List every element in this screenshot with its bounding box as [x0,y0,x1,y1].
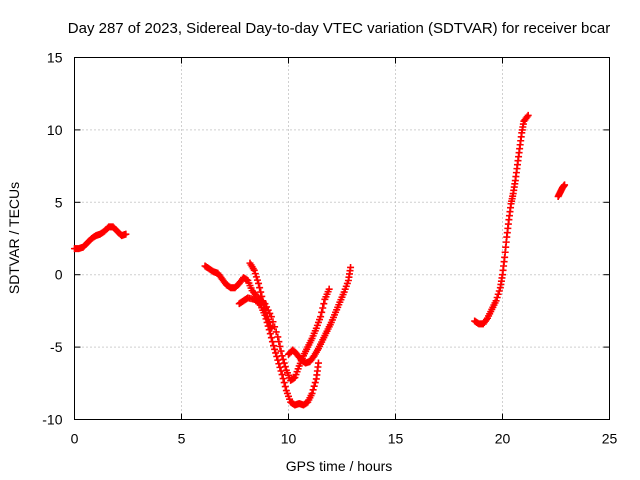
data-point [523,113,531,121]
grid-lines [74,57,610,420]
data-point [267,334,275,342]
data-point [274,333,282,341]
data-point [314,359,322,367]
data-point [273,353,281,361]
data-point [325,285,333,293]
data-point [258,292,266,300]
data-point [257,288,265,296]
series-track-1 [71,223,130,253]
y-tick-label: 0 [55,267,63,283]
y-tick-label: 15 [47,50,63,66]
data-point [267,324,275,332]
data-point [261,305,269,313]
data-point [122,230,130,238]
y-tick-label: -10 [42,412,62,428]
data-point [561,181,569,189]
series-track-7 [554,181,569,201]
data-point [494,290,502,298]
data-points [71,111,569,409]
data-point [278,371,286,379]
x-tick-label: 5 [178,431,186,447]
series-track-6 [471,111,532,328]
data-point [271,323,279,331]
data-point [310,382,318,390]
data-point [320,300,328,308]
data-point [250,266,258,274]
data-point [274,356,282,364]
series-track-4 [246,259,275,332]
data-point [275,338,283,346]
x-tick-label: 15 [388,431,404,447]
plot-frame [74,57,610,420]
data-point [309,386,317,394]
x-tick-label: 25 [602,431,618,447]
data-point [319,304,327,312]
data-point [347,263,355,271]
data-point [482,316,490,324]
data-point [260,301,268,309]
data-point [275,360,283,368]
data-point [277,367,285,375]
y-tick-label: -5 [50,339,63,355]
chart-title: Day 287 of 2023, Sidereal Day-to-day VTE… [68,20,610,37]
data-point [311,379,319,387]
data-point [266,330,274,338]
data-point [277,347,285,355]
x-tick-label: 20 [495,431,511,447]
data-point [268,338,276,346]
y-tick-label: 5 [55,194,63,210]
data-point [317,313,325,321]
data-point [262,309,270,317]
data-point [276,342,284,350]
data-point [271,345,279,353]
data-point [255,279,263,287]
data-point [493,294,501,302]
series-track-3 [235,294,322,409]
x-tick-label: 10 [281,431,297,447]
data-point [272,328,280,336]
data-point [524,111,532,119]
data-point [272,349,280,357]
data-point [256,284,264,292]
axis-ticks: 0 5 10 15 20 25 -10 -5 0 5 10 15 [42,50,617,447]
data-point [279,375,287,383]
data-point [492,297,500,305]
data-point [276,363,284,371]
data-point [318,308,326,316]
data-point [281,383,289,391]
x-tick-label: 0 [71,431,79,447]
series-track-5 [285,263,355,367]
data-point [253,276,261,284]
series-track-2 [201,262,333,384]
data-point [251,270,259,278]
y-axis-label: SDTVAR / TECUs [6,182,22,294]
data-point [308,389,316,397]
data-point [259,297,267,305]
data-point [252,273,260,281]
y-tick-label: 10 [47,122,63,138]
data-point [495,287,503,295]
data-point [280,379,288,387]
x-axis-label: GPS time / hours [286,458,393,474]
data-point [270,342,278,350]
